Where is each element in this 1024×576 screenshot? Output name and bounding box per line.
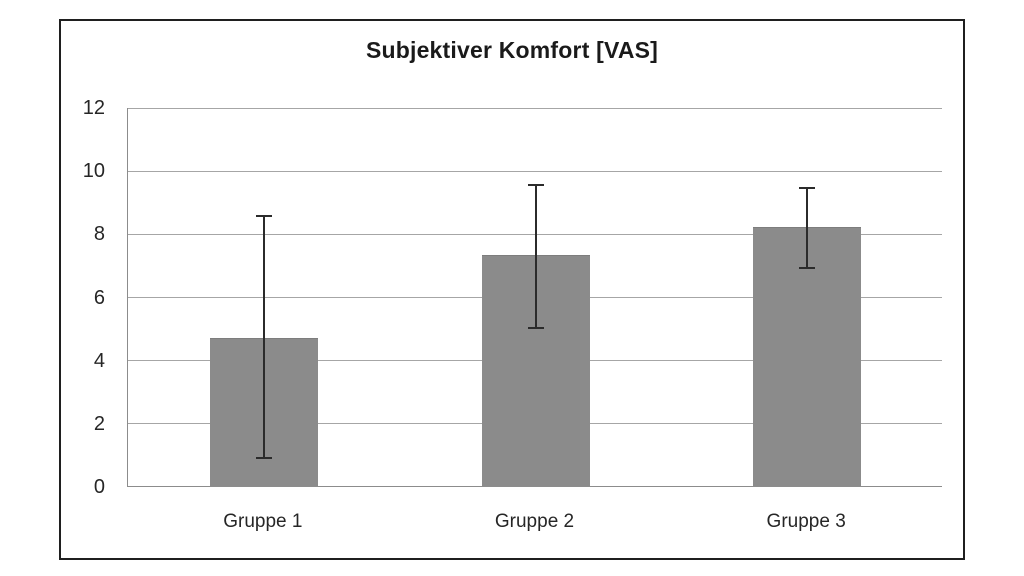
x-category-label-3: Gruppe 3 <box>766 511 846 532</box>
error-cap-top <box>255 215 272 218</box>
error-cap-top <box>527 183 544 186</box>
y-tick-label-6: 6 <box>93 286 105 309</box>
x-category-label-2: Gruppe 2 <box>494 511 575 532</box>
y-tick-label-8: 8 <box>93 223 105 246</box>
error-bar-gruppe-1 <box>255 215 272 459</box>
error-cap-top <box>799 186 816 189</box>
error-bar-gruppe-2 <box>527 183 544 330</box>
x-category-label-1: Gruppe 1 <box>223 511 303 532</box>
error-cap-bottom <box>255 456 272 459</box>
error-whisker <box>534 183 537 330</box>
plot-area <box>127 108 942 487</box>
error-whisker <box>806 186 809 270</box>
y-tick-label-0: 0 <box>93 476 105 498</box>
error-cap-bottom <box>799 267 816 270</box>
error-whisker <box>262 215 265 459</box>
y-tick-label-4: 4 <box>93 349 105 372</box>
y-tick-label-12: 12 <box>82 97 105 119</box>
chart-title: Subjektiver Komfort [VAS] <box>365 37 659 63</box>
y-tick-label-2: 2 <box>93 412 105 435</box>
gridline-y-10 <box>128 170 942 172</box>
error-bar-gruppe-3 <box>799 186 816 270</box>
y-tick-label-10: 10 <box>82 160 105 183</box>
chart-frame: Subjektiver Komfort [VAS] 0 2 4 6 8 10 12 Grup… <box>59 19 965 560</box>
error-cap-bottom <box>527 327 544 330</box>
gridline-y-12 <box>128 108 942 109</box>
